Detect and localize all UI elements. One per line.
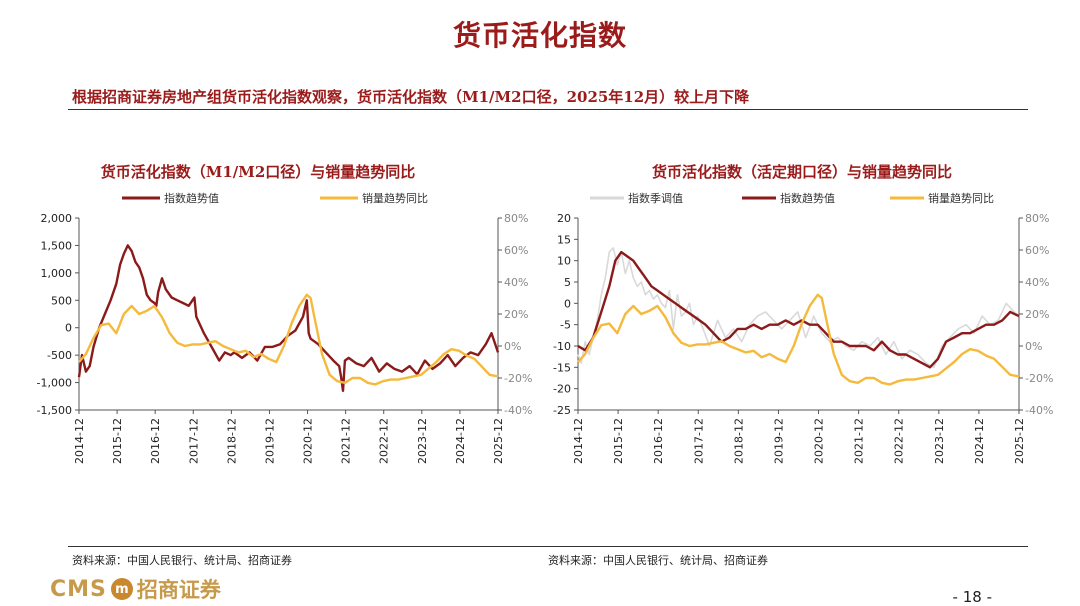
page-subtitle: 根据招商证券房地产组货币活化指数观察，货币活化指数（M1/M2口径，2025年1…	[72, 88, 750, 106]
page-number: - 18 -	[952, 588, 992, 606]
y-tick-label-left: 0	[564, 297, 571, 310]
x-tick-label: 2019-12	[263, 418, 276, 464]
y-tick-label-right: 60%	[1025, 244, 1049, 257]
x-tick-label: 2020-12	[813, 418, 826, 464]
x-tick-label: 2014-12	[73, 418, 86, 464]
logo-mark-icon: m	[110, 578, 133, 600]
x-tick-label: 2020-12	[302, 418, 315, 464]
y-tick-label-left: -25	[553, 404, 571, 417]
source-note-left: 资料来源：中国人民银行、统计局、招商证券	[72, 554, 292, 567]
x-tick-label: 2017-12	[187, 418, 200, 464]
bottom-divider	[68, 546, 1028, 547]
y-tick-label-left: 15	[557, 233, 571, 246]
y-tick-label-left: -500	[47, 349, 72, 362]
y-tick-label-right: 40%	[1025, 276, 1049, 289]
x-tick-label: 2024-12	[973, 418, 986, 464]
y-tick-label-right: 60%	[504, 244, 528, 257]
y-tick-label-left: 500	[51, 294, 72, 307]
y-tick-label-left: 10	[557, 255, 571, 268]
y-tick-label-left: 0	[65, 322, 72, 335]
y-tick-label-right: -40%	[1025, 404, 1053, 417]
y-tick-label-left: 20	[557, 212, 571, 225]
y-tick-label-right: 0%	[504, 340, 521, 353]
source-note-right: 资料来源：中国人民银行、统计局、招商证券	[548, 554, 768, 567]
y-tick-label-left: -1,500	[37, 404, 72, 417]
x-tick-label: 2021-12	[340, 418, 353, 464]
y-tick-label-left: -1,000	[37, 377, 72, 390]
y-tick-label-left: 2,000	[41, 212, 73, 225]
series-line-2	[577, 293, 1020, 386]
x-tick-label: 2014-12	[572, 418, 585, 464]
cms-logo: CMS m 招商证券	[50, 575, 221, 603]
series-line-1	[78, 293, 499, 386]
y-tick-label-right: 0%	[1025, 340, 1042, 353]
x-tick-label: 2025-12	[1013, 418, 1026, 464]
x-tick-label: 2015-12	[111, 418, 124, 464]
logo-name: 招商证券	[136, 577, 221, 602]
x-tick-label: 2015-12	[612, 418, 625, 464]
series-line-1	[577, 250, 1020, 369]
top-divider	[68, 109, 1028, 110]
legend-label: 指数季调值	[628, 191, 683, 205]
x-tick-label: 2024-12	[454, 418, 467, 464]
y-tick-label-left: 1,000	[41, 267, 73, 280]
chart-title: 货币活化指数（M1/M2口径）与销量趋势同比	[101, 163, 416, 181]
x-tick-label: 2025-12	[492, 418, 505, 464]
y-tick-label-right: -20%	[1025, 372, 1053, 385]
y-tick-label-right: -20%	[504, 372, 532, 385]
x-tick-label: 2021-12	[853, 418, 866, 464]
legend-label: 指数趋势值	[780, 191, 835, 205]
y-tick-label-left: -15	[553, 361, 571, 374]
x-tick-label: 2023-12	[933, 418, 946, 464]
y-tick-label-left: -10	[553, 340, 571, 353]
x-tick-label: 2016-12	[652, 418, 665, 464]
legend-label: 销量趋势同比	[928, 191, 994, 205]
series-line-0	[577, 247, 1020, 369]
legend-label: 销量趋势同比	[362, 191, 428, 205]
series-line-0	[77, 244, 500, 393]
y-tick-label-left: -20	[553, 383, 571, 396]
x-tick-label: 2022-12	[893, 418, 906, 464]
y-tick-label-right: 20%	[1025, 308, 1049, 321]
page-title: 货币活化指数	[452, 19, 627, 52]
y-tick-label-right: -40%	[504, 404, 532, 417]
y-tick-label-left: -5	[560, 319, 571, 332]
x-tick-label: 2018-12	[732, 418, 745, 464]
x-tick-label: 2016-12	[149, 418, 162, 464]
chart-title: 货币活化指数（活定期口径）与销量趋势同比	[652, 163, 952, 181]
x-tick-label: 2019-12	[772, 418, 785, 464]
y-tick-label-right: 20%	[504, 308, 528, 321]
x-tick-label: 2022-12	[378, 418, 391, 464]
legend-label: 指数趋势值	[164, 191, 219, 205]
y-tick-label-right: 40%	[504, 276, 528, 289]
logo-text: CMS	[50, 576, 107, 602]
x-tick-label: 2017-12	[692, 418, 705, 464]
y-tick-label-left: 1,500	[41, 239, 73, 252]
x-tick-label: 2023-12	[416, 418, 429, 464]
y-tick-label-right: 80%	[1025, 212, 1049, 225]
x-tick-label: 2018-12	[225, 418, 238, 464]
y-tick-label-right: 80%	[504, 212, 528, 225]
y-tick-label-left: 5	[564, 276, 571, 289]
